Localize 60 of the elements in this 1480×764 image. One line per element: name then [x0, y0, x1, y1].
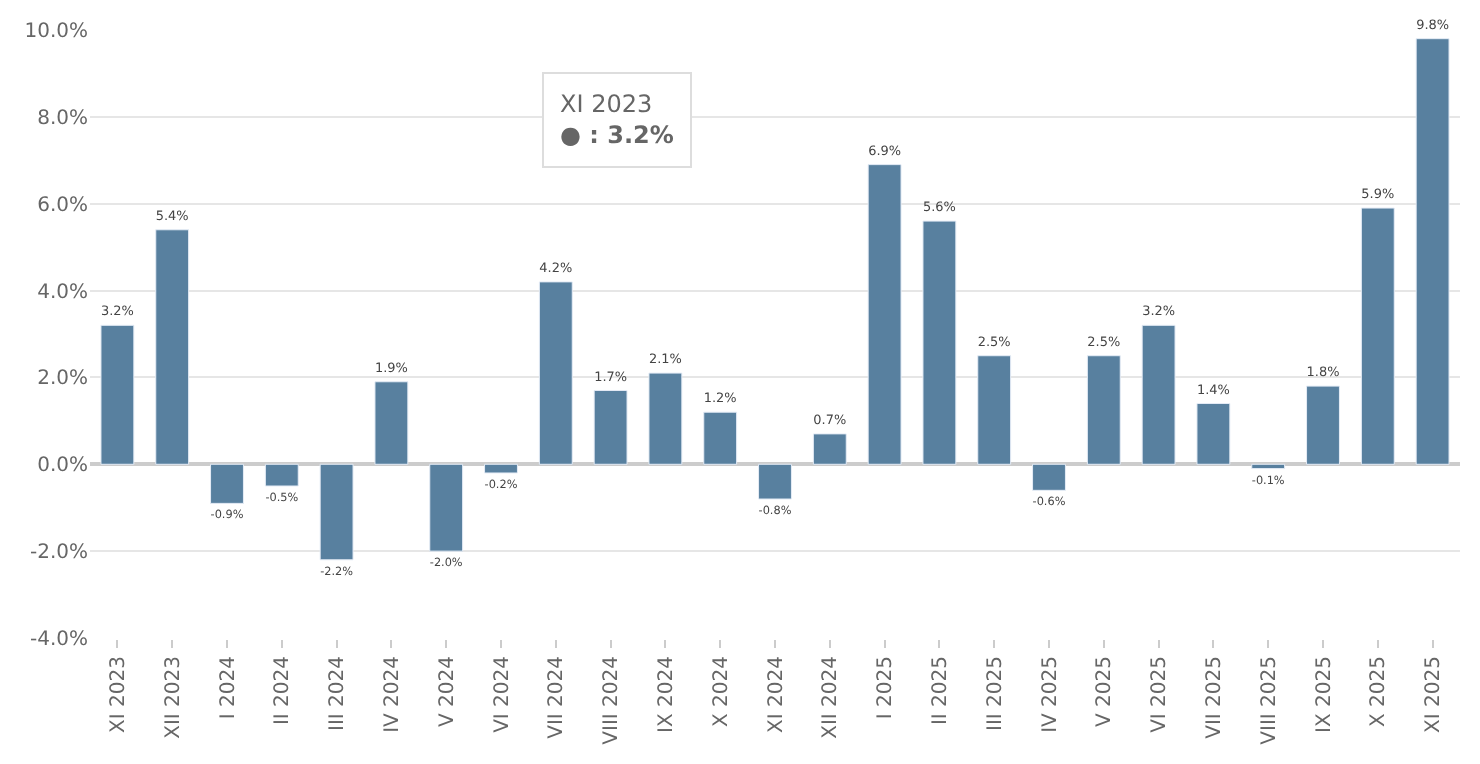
bar — [1415, 38, 1450, 465]
y-tick-label: 8.0% — [37, 107, 88, 130]
y-tick-label: 10.0% — [24, 21, 88, 43]
x-tick-label: I 2025 — [875, 656, 898, 720]
bar — [429, 463, 464, 552]
x-tick-label: VI 2025 — [1149, 656, 1172, 733]
x-tick-label: VII 2025 — [1203, 656, 1226, 739]
bar — [922, 220, 957, 465]
x-tick-label: VII 2024 — [546, 656, 569, 739]
bar — [1141, 324, 1176, 465]
bar — [1196, 402, 1231, 465]
annotation: XI 2023 — [560, 90, 653, 118]
bar — [758, 463, 792, 500]
bar — [648, 372, 683, 465]
y-tick-label: 0.0% — [37, 455, 88, 478]
bar — [1360, 207, 1395, 465]
x-tick-label: I 2024 — [217, 656, 240, 720]
x-tick-label: VIII 2024 — [601, 656, 624, 745]
annotation: ● : 3.2% — [560, 121, 674, 150]
x-tick-label: III 2024 — [327, 656, 350, 731]
x-tick-label: III 2025 — [984, 656, 1007, 731]
bar — [374, 381, 409, 465]
bar — [977, 355, 1012, 465]
x-tick-label: XII 2024 — [820, 656, 843, 739]
bar — [319, 463, 354, 561]
x-tick-label: IV 2024 — [381, 656, 404, 733]
bar — [867, 164, 902, 465]
x-tick-label: XI 2025 — [1423, 656, 1446, 733]
x-tick-label: V 2024 — [436, 656, 459, 727]
x-tick-label: X 2025 — [1368, 656, 1391, 727]
y-tick-label: 4.0% — [37, 281, 88, 304]
bar — [1306, 385, 1340, 465]
y-tick-label: -4.0% — [29, 629, 88, 651]
x-tick-label: IV 2025 — [1039, 656, 1062, 733]
bar — [1251, 463, 1286, 470]
bar — [593, 389, 628, 465]
bar — [100, 324, 135, 465]
x-tick-label: II 2025 — [929, 656, 952, 726]
x-tick-label: XI 2024 — [765, 656, 788, 733]
y-tick-label: -2.0% — [29, 542, 88, 565]
bar — [703, 411, 738, 465]
bar — [210, 463, 244, 504]
bar — [484, 463, 518, 474]
bar — [264, 463, 299, 487]
y-tick-label: 2.0% — [37, 368, 88, 391]
x-tick-label: VI 2024 — [491, 656, 514, 733]
x-tick-label: VIII 2025 — [1258, 656, 1281, 745]
x-tick-label: IX 2025 — [1313, 656, 1336, 733]
bar — [1086, 355, 1121, 465]
x-tick-label: V 2025 — [1094, 656, 1117, 727]
bar — [812, 433, 847, 465]
x-tick-label: II 2024 — [272, 656, 295, 726]
bar — [155, 229, 190, 465]
x-tick-label: XII 2023 — [162, 656, 185, 739]
x-tick-label: IX 2024 — [655, 656, 678, 733]
y-tick-label: 6.0% — [37, 194, 88, 217]
x-tick-label: XI 2023 — [107, 656, 130, 733]
bar — [1032, 463, 1066, 491]
bar — [538, 281, 573, 465]
x-tick-label: X 2024 — [710, 656, 733, 727]
